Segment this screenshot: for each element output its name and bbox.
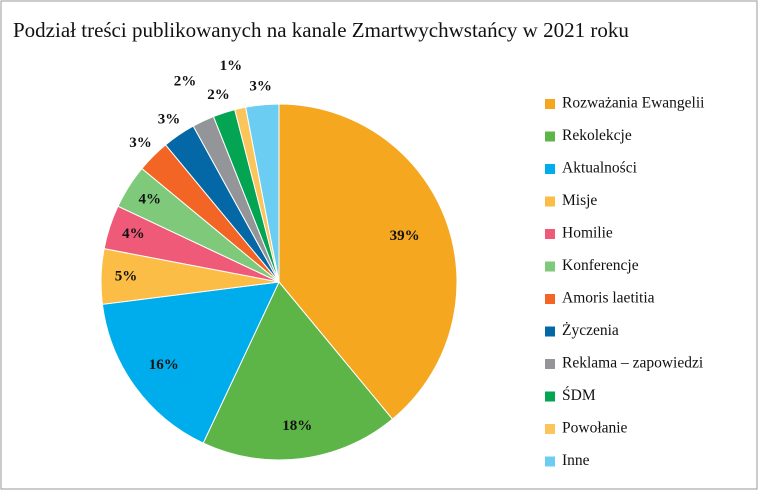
data-label: 5% [115,269,138,285]
data-label: 2% [174,74,197,90]
legend-label: Aktualności [562,160,638,177]
legend-label: Życzenia [562,322,619,339]
legend-label: Rozważania Ewangelii [562,95,705,112]
pie-slice [245,103,280,283]
data-label: 4% [139,191,162,207]
data-label: 3% [129,135,152,151]
data-label: 3% [249,79,272,95]
data-label: 39% [390,228,420,244]
data-label: 3% [158,111,181,127]
legend-label: ŚDM [562,387,596,404]
data-label: 4% [122,226,145,242]
data-label: 2% [207,87,230,103]
legend-swatch [545,294,555,304]
legend-swatch [545,229,555,239]
legend-swatch [545,196,555,207]
legend-swatch [545,261,555,272]
legend-label: Inne [562,452,590,469]
data-label: 16% [149,357,179,373]
pie-slice [101,281,280,444]
chart-title: Podział treści publikowanych na kanale Z… [13,18,629,42]
legend-label: Homilie [562,225,613,242]
legend-swatch [545,99,555,109]
legend-label: Amoris laetitia [562,290,655,307]
legend-label: Reklama – zapowiedzi [562,355,704,372]
legend-swatch [545,456,555,467]
legend-label: Konferencje [562,257,639,274]
legend-label: Rekolekcje [562,127,632,144]
legend-label: Misje [562,192,597,209]
pie-slice [278,103,458,420]
legend-swatch [545,131,555,142]
data-label: 1% [220,58,243,74]
legend-swatch [545,164,555,174]
pie-slice [202,281,394,461]
data-label: 18% [282,418,312,434]
legend-swatch [545,424,555,434]
legend-swatch [545,326,555,337]
legend-swatch [545,391,555,402]
legend-swatch [545,359,555,369]
legend-label: Powołanie [562,420,628,437]
